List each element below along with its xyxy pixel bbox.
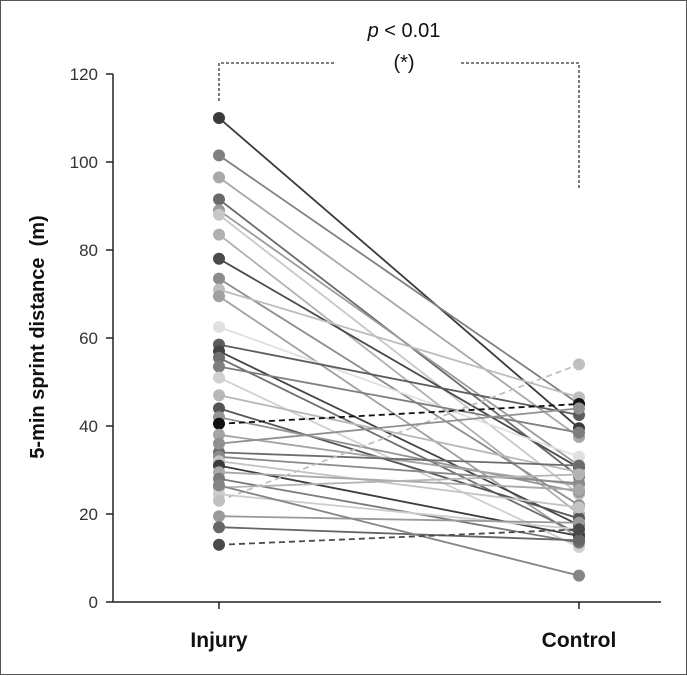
series-line-pair-06 xyxy=(218,214,580,495)
data-point-pair-21-injury xyxy=(213,417,225,430)
series-line-pair-03 xyxy=(218,176,580,438)
x-ticks: Injury Control xyxy=(190,602,616,652)
y-tick-label: 80 xyxy=(79,241,98,260)
y-axis-label: 5-min sprint distance (m) xyxy=(27,215,49,458)
data-point-pair-12-control xyxy=(573,450,585,463)
y-ticks: 0 20 40 60 80 100 120 xyxy=(70,65,113,612)
series-line-pair-24 xyxy=(218,455,580,485)
data-point-pair-34-injury xyxy=(213,479,225,492)
data-point-pair-08-injury xyxy=(213,252,225,265)
significance-annotation: p < 0.01 (*) xyxy=(218,20,580,189)
data-point-pair-31-injury xyxy=(213,494,225,507)
series-line-pair-16 xyxy=(218,365,580,434)
data-point-pair-16-injury xyxy=(213,360,225,373)
series-line-pair-32 xyxy=(218,515,580,524)
series-line-pair-13 xyxy=(218,343,580,416)
data-point-pair-02-injury xyxy=(213,149,225,162)
data-point-pair-29-control xyxy=(573,468,585,481)
series-line-pair-35 xyxy=(218,528,580,546)
data-point-pair-15-injury xyxy=(213,351,225,364)
y-tick-label: 0 xyxy=(89,593,98,612)
data-point-pair-35-control xyxy=(573,523,585,536)
series-line-pair-17 xyxy=(218,376,580,548)
data-point-pair-31-control xyxy=(573,358,585,371)
y-tick-label: 100 xyxy=(70,153,98,172)
series-line-pair-25 xyxy=(218,460,580,509)
data-point-pair-09-injury xyxy=(213,272,225,285)
data-point-pair-12-injury xyxy=(213,321,225,333)
data-point-pair-19-injury xyxy=(213,402,225,415)
data-point-pair-04-injury xyxy=(213,193,225,206)
bracket-right xyxy=(461,62,580,189)
p-value-label: p < 0.01 xyxy=(367,20,441,42)
series-line-pair-12 xyxy=(218,326,580,458)
data-point-pair-01-injury xyxy=(213,112,225,124)
y-tick-label: 120 xyxy=(70,65,98,84)
data-point-pair-27-control xyxy=(573,483,585,496)
data-point-pair-17-injury xyxy=(213,371,225,384)
data-point-pair-25-control xyxy=(573,501,585,514)
data-point-pair-18-injury xyxy=(213,389,225,402)
data-point-pair-33-injury xyxy=(213,521,225,534)
data-point-pair-03-injury xyxy=(213,171,225,184)
data-point-pair-11-injury xyxy=(213,290,225,303)
series-line-pair-15 xyxy=(218,356,580,535)
series-line-pair-34 xyxy=(218,484,580,577)
data-point-pair-06-injury xyxy=(213,208,225,221)
data-point-pair-07-injury xyxy=(213,228,225,241)
data-point-pair-22-injury xyxy=(213,428,225,441)
x-category-label-injury: Injury xyxy=(190,629,247,652)
series-line-pair-14 xyxy=(218,350,580,526)
significance-star: (*) xyxy=(393,52,414,74)
series-line-pair-29 xyxy=(218,473,580,489)
series-line-pair-31 xyxy=(218,363,580,502)
data-point-pair-36-control xyxy=(573,402,585,415)
data-point-pair-23-control xyxy=(573,459,585,472)
series-line-pair-01 xyxy=(218,117,580,429)
series-line-pair-36 xyxy=(218,407,580,445)
data-point-pair-35-injury xyxy=(213,538,225,551)
series-line-pair-10 xyxy=(218,288,580,399)
data-point-pair-34-control xyxy=(573,569,585,582)
series-line-pair-21 xyxy=(218,403,580,425)
series-lines xyxy=(218,117,580,577)
series-points xyxy=(213,112,585,582)
bracket-left xyxy=(218,62,336,101)
y-tick-label: 40 xyxy=(79,417,98,436)
series-line-pair-02 xyxy=(218,154,580,405)
data-point-pair-16-control xyxy=(573,426,585,439)
data-point-pair-36-injury xyxy=(213,437,225,450)
series-line-pair-33 xyxy=(218,526,580,542)
series-line-pair-23 xyxy=(218,451,580,467)
series-line-pair-11 xyxy=(218,295,580,539)
x-category-label-control: Control xyxy=(542,629,617,652)
y-tick-label: 60 xyxy=(79,329,98,348)
series-line-pair-05 xyxy=(218,209,580,467)
y-tick-label: 20 xyxy=(79,505,98,524)
data-point-pair-32-injury xyxy=(213,510,225,523)
series-line-pair-08 xyxy=(218,258,580,469)
data-point-pair-33-control xyxy=(573,534,585,547)
series-line-pair-18 xyxy=(218,394,580,474)
